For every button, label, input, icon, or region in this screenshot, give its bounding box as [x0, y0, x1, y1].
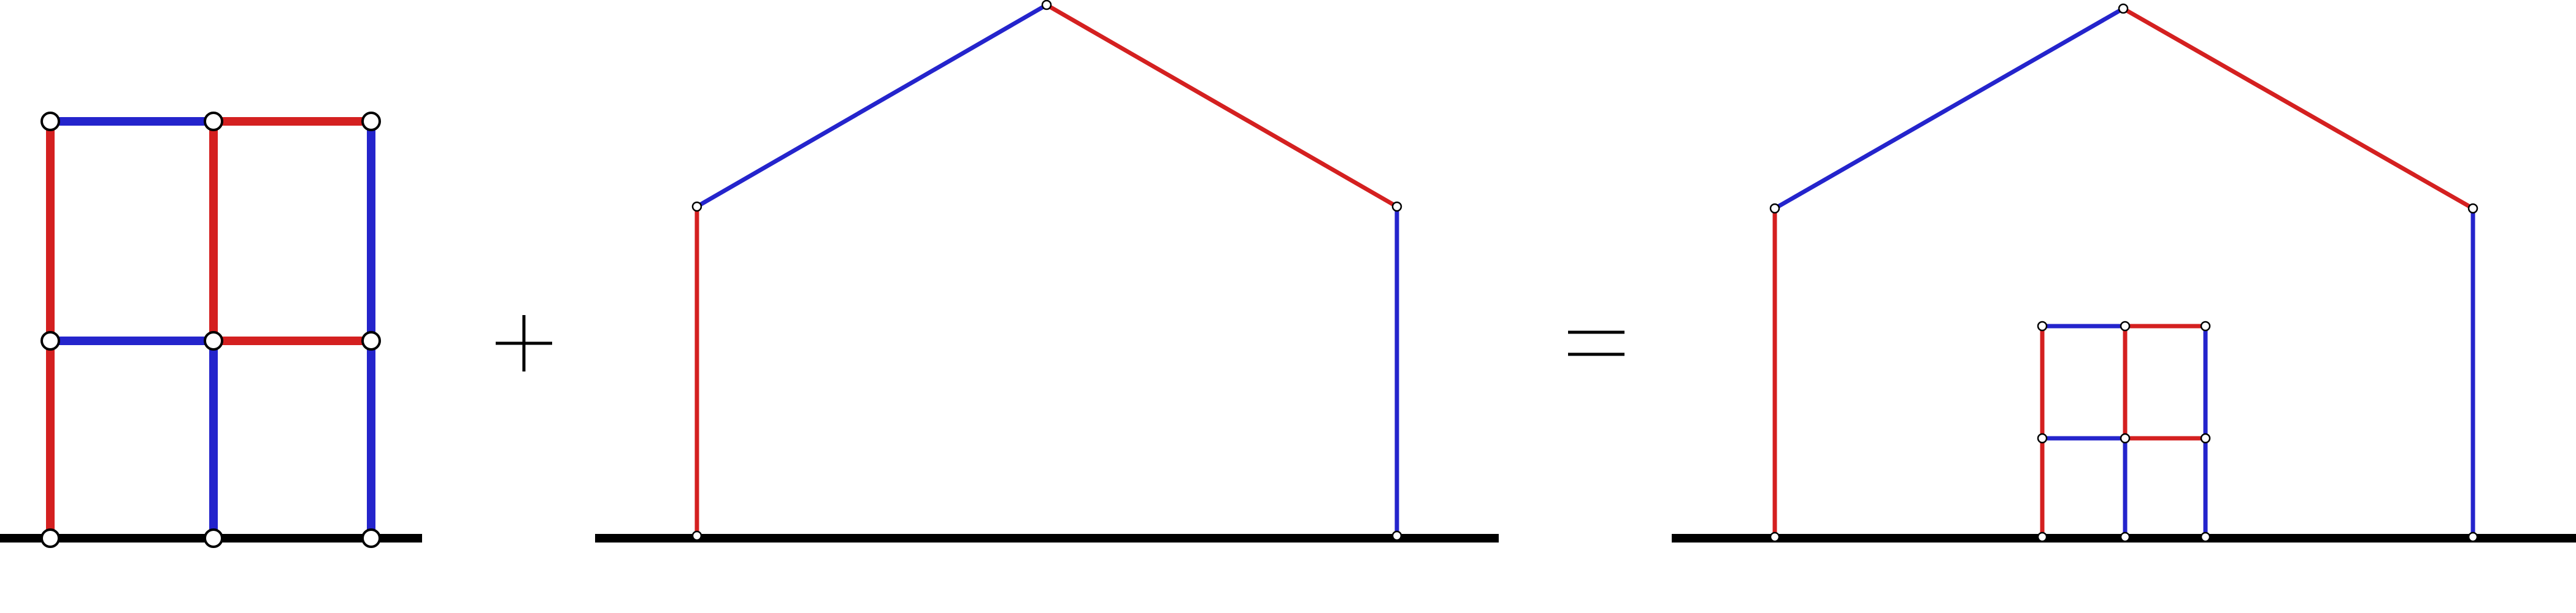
joint-node-c0	[361, 528, 381, 548]
combined-frame	[1672, 3, 2576, 543]
grid-frame	[0, 112, 422, 548]
joint-node-b0	[204, 528, 223, 548]
joint-node-l0	[1769, 531, 1780, 543]
joint-node-l0	[691, 530, 702, 541]
joint-node-a0	[2037, 531, 2048, 543]
joint-node-c2	[361, 112, 381, 131]
house-frame	[595, 0, 1499, 543]
joint-node-a1	[40, 331, 60, 351]
joint-node-a0	[40, 528, 60, 548]
joint-node-b2	[2120, 321, 2131, 332]
joint-node-p	[1041, 0, 1052, 10]
joint-node-l1	[691, 201, 702, 212]
joint-node-l1	[1769, 203, 1780, 214]
joint-node-c1	[2200, 433, 2211, 444]
joint-node-r1	[2467, 203, 2478, 214]
member-p-r1-red	[2122, 6, 2474, 211]
joint-node-c2	[2200, 321, 2211, 332]
plus-operator	[496, 315, 552, 371]
joint-node-a2	[40, 112, 60, 131]
joint-node-r1	[1391, 201, 1402, 212]
joint-node-p	[2118, 3, 2129, 14]
joint-node-r0	[1391, 530, 1402, 541]
joint-node-b1	[2120, 433, 2131, 444]
equals-operator	[1568, 330, 1624, 356]
joint-node-a1	[2037, 433, 2048, 444]
joint-node-b2	[204, 112, 223, 131]
member-p-r1-red	[1045, 2, 1398, 209]
joint-node-b0	[2120, 531, 2131, 543]
joint-node-c1	[361, 331, 381, 351]
joint-node-r0	[2467, 531, 2478, 543]
joint-node-c0	[2200, 531, 2211, 543]
member-l1-p-blue	[1774, 6, 2124, 211]
joint-node-b1	[204, 331, 223, 351]
member-l1-p-blue	[696, 2, 1048, 209]
joint-node-a2	[2037, 321, 2048, 332]
